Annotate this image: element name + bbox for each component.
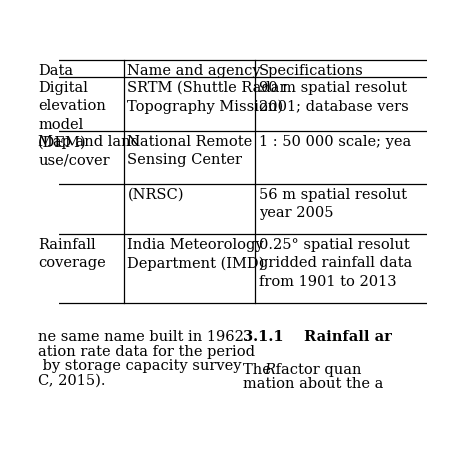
Text: factor quan: factor quan xyxy=(271,363,361,376)
Text: 3.1.1    Rainfall ar: 3.1.1 Rainfall ar xyxy=(243,330,392,344)
Text: C, 2015).: C, 2015). xyxy=(38,374,106,388)
Text: 0.25° spatial resolut
gridded rainfall data
from 1901 to 2013: 0.25° spatial resolut gridded rainfall d… xyxy=(259,238,412,289)
Text: Digital
elevation
model
(DEM): Digital elevation model (DEM) xyxy=(38,81,106,150)
Text: National Remote
Sensing Center: National Remote Sensing Center xyxy=(128,135,253,167)
Text: 56 m spatial resolut
year 2005: 56 m spatial resolut year 2005 xyxy=(259,188,407,220)
Text: 90 m spatial resolut
2001; database vers: 90 m spatial resolut 2001; database vers xyxy=(259,81,409,113)
Text: Name and agency: Name and agency xyxy=(128,64,261,78)
Text: ne same name built in 1962.: ne same name built in 1962. xyxy=(38,330,249,344)
Text: Map and land
use/cover: Map and land use/cover xyxy=(38,135,140,167)
Text: SRTM (Shuttle Radar
Topography Mission): SRTM (Shuttle Radar Topography Mission) xyxy=(128,81,287,114)
Text: R: R xyxy=(264,363,275,376)
Text: Specifications: Specifications xyxy=(259,64,364,78)
Text: (NRSC): (NRSC) xyxy=(128,188,184,202)
Text: India Meteorology
Department (IMD): India Meteorology Department (IMD) xyxy=(128,238,265,271)
Text: by storage capacity survey: by storage capacity survey xyxy=(38,359,242,374)
Text: Rainfall
coverage: Rainfall coverage xyxy=(38,238,106,270)
Text: mation about the a: mation about the a xyxy=(243,377,383,391)
Text: The: The xyxy=(243,363,275,376)
Text: Data: Data xyxy=(38,64,73,78)
Text: 1 : 50 000 scale; yea: 1 : 50 000 scale; yea xyxy=(259,135,411,149)
Text: ation rate data for the period: ation rate data for the period xyxy=(38,345,255,359)
